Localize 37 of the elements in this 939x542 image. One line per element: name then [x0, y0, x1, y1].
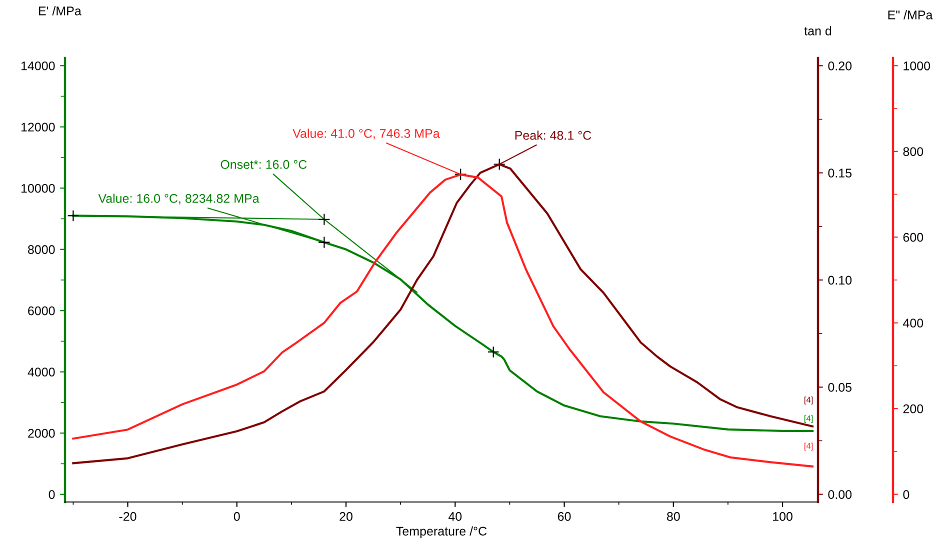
y2-tick-label: 0.10: [828, 276, 852, 285]
y-tick-label: 2000: [28, 428, 55, 438]
y3-tick-label: 800: [903, 147, 924, 156]
y3-tick-label: 600: [903, 232, 924, 242]
annotation: [4]: [804, 415, 813, 423]
annotation: [4]: [804, 442, 813, 450]
x-tick-label: 40: [448, 512, 462, 521]
y2-tick-label: 0.20: [828, 62, 852, 70]
y3-tick-label: 200: [903, 404, 924, 414]
y3-tick-label: 1000: [904, 61, 930, 70]
y-tick-label: 10000: [21, 184, 55, 193]
annotation: Peak: 48.1 °C: [515, 130, 592, 140]
y-tick-label: 6000: [28, 306, 55, 316]
x-tick-label: 20: [340, 512, 352, 521]
y2-tick-label: 0.05: [828, 382, 852, 392]
x-tick-label: -20: [119, 512, 136, 521]
y3-tick-label: 400: [903, 318, 924, 328]
y2-tick-label: 0.15: [828, 168, 852, 178]
y-tick-label: 8000: [28, 245, 55, 254]
y3-axis-title: E" /MPa: [888, 10, 933, 20]
x-tick-label: 0: [234, 512, 240, 521]
y-tick-label: 12000: [21, 122, 55, 132]
x-tick-label: 60: [558, 512, 571, 521]
x-tick-label: 100: [773, 512, 792, 521]
annotation: [4]: [804, 396, 813, 404]
annotation: Value: 41.0 °C, 746.3 MPa: [292, 128, 440, 140]
annotation: Onset*: 16.0 °C: [220, 160, 307, 169]
y3-tick-label: 0: [903, 490, 910, 499]
y-tick-label: 0: [48, 490, 55, 499]
annotation: Value: 16.0 °C, 8234.82 MPa: [98, 194, 260, 204]
y-tick-label: 14000: [21, 61, 55, 70]
y-axis-title: E' /MPa: [39, 6, 82, 16]
x-tick-label: 80: [666, 512, 680, 521]
y2-tick-label: 0.00: [828, 490, 852, 499]
x-axis-title: Temperature /°C: [396, 526, 487, 538]
y2-axis-title: tan d: [804, 26, 832, 36]
y-tick-label: 4000: [28, 368, 55, 377]
